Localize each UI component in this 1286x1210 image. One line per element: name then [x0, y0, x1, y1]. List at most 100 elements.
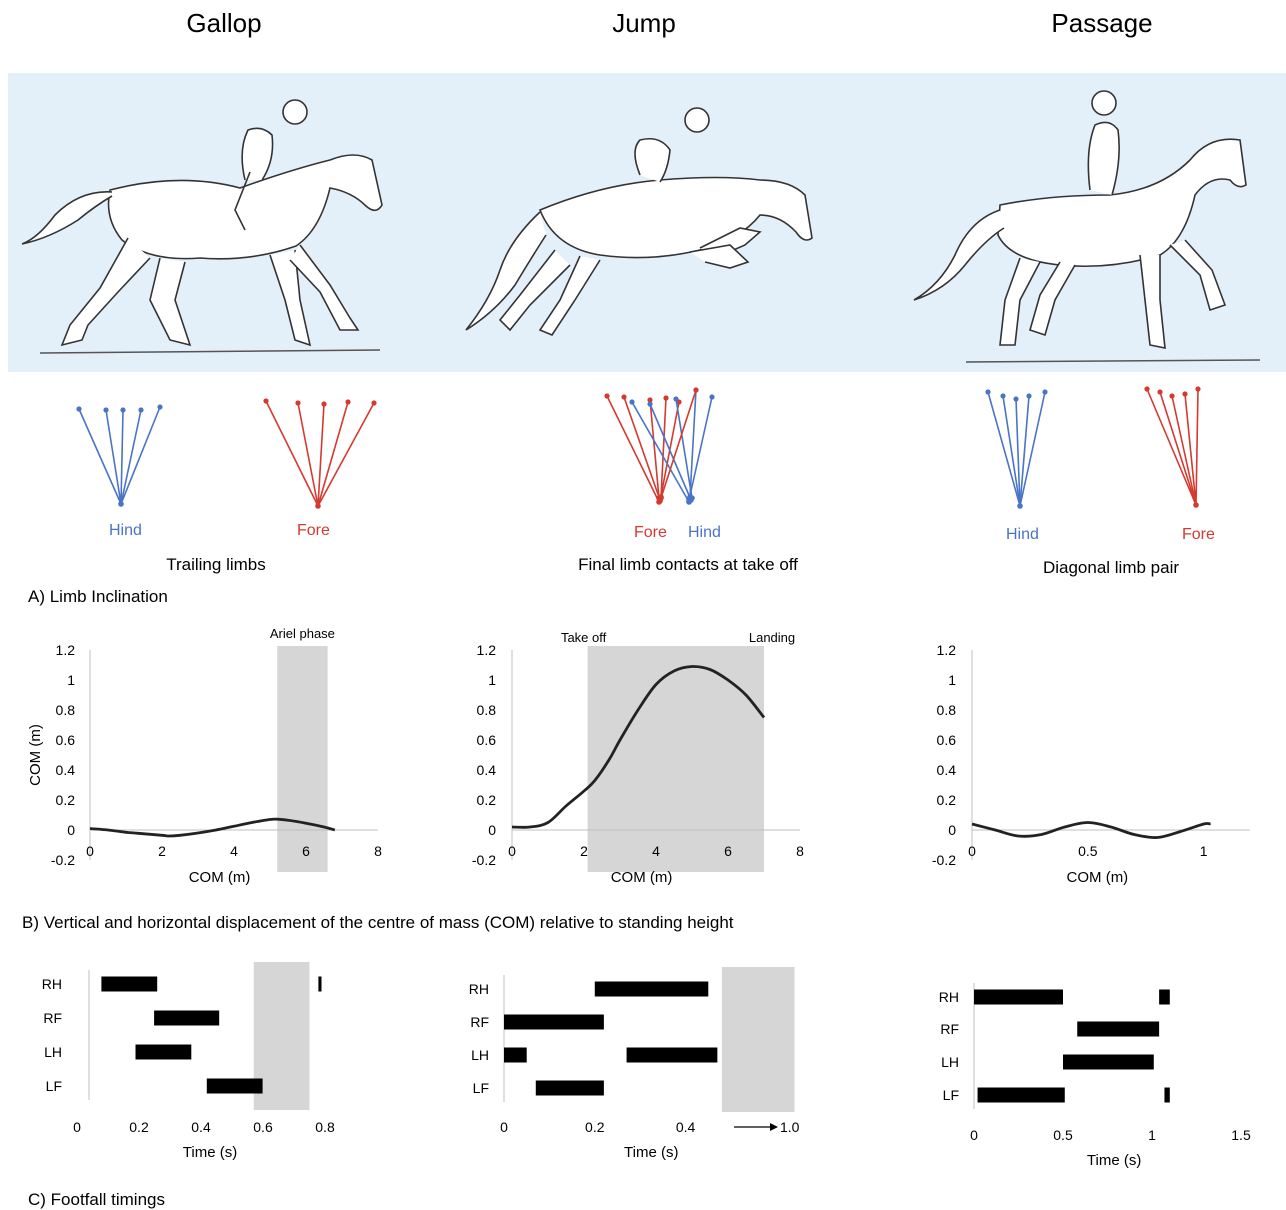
- jump-footfall-shaded-phase: [721, 967, 795, 1112]
- gallop-com-y-tick: 0.8: [56, 702, 76, 718]
- jump-footfall-x-label: Time (s): [624, 1144, 678, 1161]
- gallop-com-y-tick: 1.2: [56, 642, 76, 658]
- jump-footfall-x-tick: 0.4: [676, 1119, 696, 1135]
- gallop-hind-fan-joint: [138, 407, 144, 413]
- gallop-com-x-label: COM (m): [189, 869, 251, 886]
- jump-com-y-tick: 1: [488, 672, 496, 688]
- gallop-fore-label: Fore: [297, 522, 330, 539]
- gallop-com-x-tick: 8: [374, 843, 382, 859]
- passage-fore-fan: [1144, 386, 1201, 508]
- jump-fore-label: Fore: [634, 524, 667, 541]
- jump-fore-fan-line: [623, 396, 661, 501]
- passage-footfall-stance-bar: [974, 989, 1063, 1005]
- jump-footfall-row-label: LF: [473, 1080, 489, 1096]
- jump-com-x-label: COM (m): [611, 869, 673, 886]
- passage-footfall-stance-bar: [1063, 1054, 1154, 1070]
- gallop-hind-fan-line: [120, 409, 124, 505]
- jump-fore-fan-joint: [647, 397, 653, 403]
- passage-fore-fan-line: [1146, 388, 1197, 506]
- gallop-com-y-tick: -0.2: [51, 852, 75, 868]
- passage-footfall-row-label: LH: [941, 1054, 959, 1070]
- passage-hind-fan-line: [1019, 391, 1046, 507]
- passage-hind-label: Hind: [1006, 526, 1039, 543]
- passage-com-x-tick: 0.5: [1078, 843, 1098, 859]
- gallop-com-y-tick: 0.2: [56, 792, 76, 808]
- gallop-fore-fan-line: [317, 403, 325, 507]
- jump-fore-fan-b: [658, 387, 699, 501]
- gallop-footfall-x-tick: 0.8: [315, 1119, 335, 1135]
- jump-com-y-tick: 0: [488, 822, 496, 838]
- gallop-com-x-tick: 6: [302, 843, 310, 859]
- passage-footfall-x-tick: 0.5: [1053, 1127, 1073, 1143]
- jump-footfall-row-label: RF: [470, 1014, 489, 1030]
- horse-illustrations: [21, 90, 1261, 363]
- section-label-c: C) Footfall timings: [28, 1190, 165, 1209]
- jump-com-y-tick: 0.4: [477, 762, 497, 778]
- jump-hind-fan-joint: [629, 399, 635, 405]
- gallop-footfall-row-label: LH: [44, 1044, 62, 1060]
- gallop-footfall-x-tick: 0.2: [129, 1119, 149, 1135]
- jump-com-x-tick: 6: [724, 843, 732, 859]
- passage-fore-fan-joint: [1182, 391, 1188, 397]
- passage-com-series-line: [971, 821, 1211, 839]
- gallop-footfall-x-tick: 0: [73, 1119, 81, 1135]
- gallop-hind-fan-line: [105, 409, 122, 505]
- jump-fore-fan-line: [660, 397, 667, 498]
- gallop-fore-fan: [263, 398, 377, 509]
- jump-com-series-line: [511, 665, 766, 829]
- gallop-fore-fan-line: [297, 402, 319, 507]
- gallop-com-x-tick: 4: [230, 843, 238, 859]
- jump-com-x-tick: 0: [508, 843, 516, 859]
- gallop-hind-fan-joint: [120, 407, 126, 413]
- jump-hind-fan: [629, 387, 715, 505]
- jump-footfall-row-label: LH: [471, 1047, 489, 1063]
- passage-fore-fan-joint: [1144, 386, 1150, 392]
- passage-com-y-tick: 0.8: [937, 702, 957, 718]
- gallop-footfall-row-label: LF: [46, 1078, 62, 1094]
- gallop-footfall-stance-bar: [101, 976, 158, 992]
- passage-caption: Diagonal limb pair: [1042, 558, 1180, 577]
- passage-hind-fan-joint: [1013, 396, 1019, 402]
- gallop-footfall-stance-bar: [206, 1078, 263, 1094]
- gallop-hind-fan-joint: [76, 406, 82, 412]
- title-gallop: Gallop: [186, 8, 262, 38]
- passage-footfall-stance-bar: [1164, 1087, 1170, 1103]
- passage-hind-fan-joint: [1026, 393, 1032, 399]
- limb-inclination-lines: [76, 386, 1201, 509]
- passage-hind-fan-line: [987, 391, 1021, 507]
- jump-fore-fan-b-line: [660, 389, 697, 499]
- passage-footfall-stance-bar: [1159, 989, 1170, 1005]
- jump-hind-fan-joint: [709, 394, 715, 400]
- gallop-fore-fan-joint: [295, 400, 301, 406]
- gallop-footfall-row-label: RH: [42, 976, 62, 992]
- jump-hind-fan-joint: [673, 396, 679, 402]
- gallop-com-y-tick: 0.4: [56, 762, 76, 778]
- jump-fore-fan-b-joint: [693, 387, 699, 393]
- gallop-fore-fan-hoof: [315, 503, 321, 509]
- jump-com-y-tick: 0.6: [477, 732, 497, 748]
- passage-fore-fan-joint: [1169, 393, 1175, 399]
- passage-com-y-tick: 0.2: [937, 792, 957, 808]
- section-label-a: A) Limb Inclination: [28, 587, 168, 606]
- jump-com-x-tick: 2: [580, 843, 588, 859]
- gallop-com-y-label: COM (m): [27, 724, 44, 786]
- gallop-hind-fan-line: [78, 408, 122, 505]
- passage-footfall-x-label: Time (s): [1087, 1152, 1141, 1169]
- gallop-fore-fan-joint: [263, 398, 269, 404]
- jump-com-y-tick: -0.2: [472, 852, 496, 868]
- passage-fore-fan-line: [1195, 388, 1199, 506]
- gallop-fore-fan-joint: [345, 399, 351, 405]
- jump-footfall-x-tick: 0.2: [585, 1119, 605, 1135]
- gallop-hind-fan-line: [120, 406, 161, 505]
- jump-footfall-stance-bar: [594, 981, 709, 997]
- jump-footfall-break-label: 1.0: [780, 1119, 800, 1135]
- jump-com-y-tick: 1.2: [477, 642, 497, 658]
- gallop-hind-label: Hind: [109, 522, 142, 539]
- gallop-footfall-stance-bar: [135, 1044, 192, 1060]
- passage-hind-fan-line: [1019, 395, 1030, 507]
- gallop-hind-fan-joint: [157, 404, 163, 410]
- gallop-fore-fan-line: [317, 402, 375, 507]
- passage-hind-fan: [985, 389, 1048, 509]
- jump-hind-fan-hoof: [686, 497, 692, 503]
